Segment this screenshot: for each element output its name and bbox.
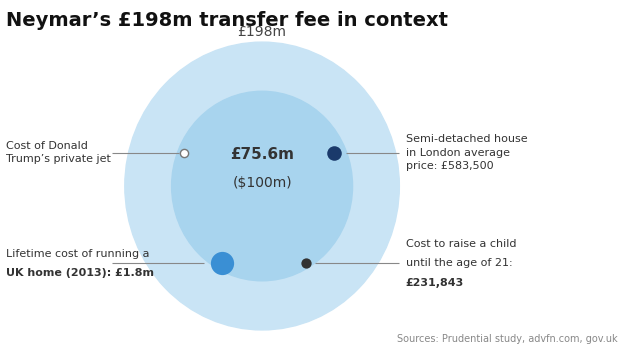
Text: Lifetime cost of running a: Lifetime cost of running a	[6, 249, 150, 259]
Text: UK home (2013): £1.8m: UK home (2013): £1.8m	[6, 268, 154, 278]
Ellipse shape	[125, 42, 399, 330]
Text: ($100m): ($100m)	[232, 176, 292, 190]
Text: £75.6m: £75.6m	[230, 147, 294, 162]
Text: £198m: £198m	[238, 25, 286, 39]
Text: Neymar’s £198m transfer fee in context: Neymar’s £198m transfer fee in context	[6, 11, 448, 29]
Point	[217, 260, 227, 266]
Text: Sources: Prudential study, advfn.com, gov.uk: Sources: Prudential study, advfn.com, go…	[397, 334, 618, 344]
Text: Cost to raise a child: Cost to raise a child	[406, 239, 516, 249]
Ellipse shape	[172, 91, 353, 281]
Text: £231,843: £231,843	[406, 278, 464, 287]
Point	[301, 260, 311, 266]
Point	[179, 150, 189, 155]
Text: until the age of 21:: until the age of 21:	[406, 258, 512, 268]
Text: Semi-detached house
in London average
price: £583,500: Semi-detached house in London average pr…	[406, 134, 527, 171]
Text: Cost of Donald
Trump’s private jet: Cost of Donald Trump’s private jet	[6, 141, 111, 164]
Point	[329, 150, 339, 155]
